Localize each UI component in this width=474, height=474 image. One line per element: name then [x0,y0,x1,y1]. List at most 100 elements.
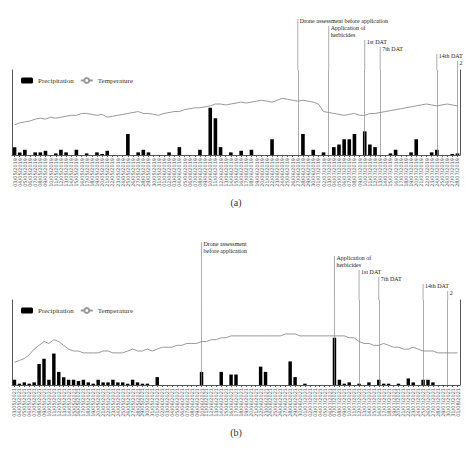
svg-text:Precipitation: Precipitation [38,77,74,85]
svg-text:1st DAT: 1st DAT [361,269,382,275]
svg-text:14/07/2019: 14/07/2019 [382,158,389,187]
svg-text:03/06/2019: 03/06/2019 [171,158,178,187]
svg-text:20/05/2019: 20/05/2019 [99,158,106,187]
svg-text:14th DAT: 14th DAT [425,283,449,289]
svg-text:27/05/2019: 27/05/2019 [135,158,142,187]
svg-text:23/05/2019: 23/05/2019 [114,158,121,187]
svg-text:17/07/2019: 17/07/2019 [397,158,404,187]
svg-text:21/06/2019: 21/06/2019 [263,158,270,187]
svg-text:16/07/2019: 16/07/2019 [392,158,399,187]
svg-text:14/05/2019: 14/05/2019 [68,158,75,187]
svg-text:07/05/2019: 07/05/2019 [32,158,39,187]
svg-text:01/08/2021: 01/08/2021 [455,388,461,417]
svg-text:Temperature: Temperature [98,307,133,315]
svg-text:Application of: Application of [331,25,366,31]
svg-text:06/06/2019: 06/06/2019 [186,158,193,187]
svg-text:03/05/2019: 03/05/2019 [11,158,18,187]
svg-text:11/05/2019: 11/05/2019 [52,158,59,187]
svg-text:16/05/2019: 16/05/2019 [78,158,85,187]
svg-text:12/05/2019: 12/05/2019 [57,158,64,187]
svg-text:12/06/2019: 12/06/2019 [217,158,224,187]
svg-text:04/07/2019: 04/07/2019 [330,158,337,187]
svg-text:14/06/2019: 14/06/2019 [227,158,234,187]
svg-text:herbicides: herbicides [331,32,356,38]
svg-text:24/05/2019: 24/05/2019 [119,158,126,187]
svg-text:20/06/2019: 20/06/2019 [258,158,265,187]
svg-text:11/07/2019: 11/07/2019 [366,158,373,187]
svg-text:27/07/2019: 27/07/2019 [449,158,456,187]
svg-text:(a): (a) [230,197,241,209]
svg-text:19/07/2019: 19/07/2019 [408,158,415,187]
svg-text:04/05/2019: 04/05/2019 [16,158,23,187]
svg-text:28/06/2019: 28/06/2019 [299,158,306,187]
svg-text:02/06/2019: 02/06/2019 [166,158,173,187]
svg-text:18/06/2019: 18/06/2019 [248,158,255,187]
svg-text:(b): (b) [230,427,242,439]
svg-text:01/06/2019: 01/06/2019 [160,158,167,187]
svg-text:25/06/2019: 25/06/2019 [284,158,291,187]
svg-text:21/07/2019: 21/07/2019 [418,158,425,187]
svg-text:20/07/2019: 20/07/2019 [413,158,420,187]
svg-text:7th DAT: 7th DAT [382,46,403,52]
svg-text:22/05/2019: 22/05/2019 [109,158,116,187]
svg-text:23/06/2019: 23/06/2019 [274,158,281,187]
svg-text:09/06/2019: 09/06/2019 [202,158,209,187]
svg-text:01/07/2019: 01/07/2019 [315,158,322,187]
svg-text:04/06/2019: 04/06/2019 [176,158,183,187]
svg-text:Drone assessment before applic: Drone assessment before application [300,18,388,24]
svg-text:30/05/2019: 30/05/2019 [150,158,157,187]
svg-text:before application: before application [204,248,247,254]
svg-text:7th DAT: 7th DAT [381,276,402,282]
svg-text:2: 2 [459,60,462,66]
svg-text:28/07/2019: 28/07/2019 [454,158,460,187]
svg-text:29/05/2019: 29/05/2019 [145,158,152,187]
svg-text:herbicides: herbicides [336,262,361,268]
svg-text:10/05/2019: 10/05/2019 [47,158,54,187]
svg-text:07/07/2019: 07/07/2019 [346,158,353,187]
svg-text:24/06/2019: 24/06/2019 [279,158,286,187]
svg-text:22/07/2019: 22/07/2019 [423,158,430,187]
svg-text:11/06/2019: 11/06/2019 [212,158,219,187]
svg-text:17/05/2019: 17/05/2019 [83,158,90,187]
svg-text:18/07/2019: 18/07/2019 [402,158,409,187]
svg-text:03/07/2019: 03/07/2019 [325,158,332,187]
svg-text:02/07/2019: 02/07/2019 [320,158,327,187]
svg-text:13/07/2019: 13/07/2019 [377,158,384,187]
svg-text:07/06/2019: 07/06/2019 [191,158,198,187]
svg-text:08/05/2019: 08/05/2019 [37,158,44,187]
svg-text:24/07/2019: 24/07/2019 [433,158,440,187]
svg-text:Application of: Application of [336,255,371,261]
svg-text:2: 2 [450,290,453,296]
svg-text:31/05/2019: 31/05/2019 [155,158,162,187]
svg-text:29/06/2019: 29/06/2019 [305,158,312,187]
svg-text:09/05/2019: 09/05/2019 [42,158,49,187]
svg-text:17/06/2019: 17/06/2019 [243,158,250,187]
svg-text:10/06/2019: 10/06/2019 [207,158,214,187]
svg-text:26/06/2019: 26/06/2019 [289,158,296,187]
svg-text:25/05/2019: 25/05/2019 [124,158,131,187]
svg-text:26/07/2019: 26/07/2019 [444,158,451,187]
svg-text:13/05/2019: 13/05/2019 [63,158,70,187]
svg-text:18/05/2019: 18/05/2019 [88,158,95,187]
svg-text:05/05/2019: 05/05/2019 [21,158,28,187]
svg-text:Drone assessment: Drone assessment [204,241,247,247]
svg-text:19/06/2019: 19/06/2019 [253,158,260,187]
svg-text:Temperature: Temperature [98,77,133,85]
svg-text:05/06/2019: 05/06/2019 [181,158,188,187]
svg-text:28/05/2019: 28/05/2019 [140,158,147,187]
svg-text:15/05/2019: 15/05/2019 [73,158,80,187]
svg-text:16/06/2019: 16/06/2019 [238,158,245,187]
svg-text:10/07/2019: 10/07/2019 [361,158,368,187]
svg-text:23/07/2019: 23/07/2019 [428,158,435,187]
svg-text:21/05/2019: 21/05/2019 [104,158,111,187]
svg-text:06/07/2019: 06/07/2019 [341,158,348,187]
svg-text:14th DAT: 14th DAT [439,53,463,59]
svg-text:27/06/2019: 27/06/2019 [294,158,301,187]
svg-text:13/06/2019: 13/06/2019 [222,158,229,187]
svg-text:30/06/2019: 30/06/2019 [310,158,317,187]
svg-text:09/07/2019: 09/07/2019 [356,158,363,187]
svg-text:08/07/2019: 08/07/2019 [351,158,358,187]
svg-text:15/07/2019: 15/07/2019 [387,158,394,187]
svg-text:1st DAT: 1st DAT [367,39,388,45]
svg-text:Precipitation: Precipitation [38,307,74,315]
